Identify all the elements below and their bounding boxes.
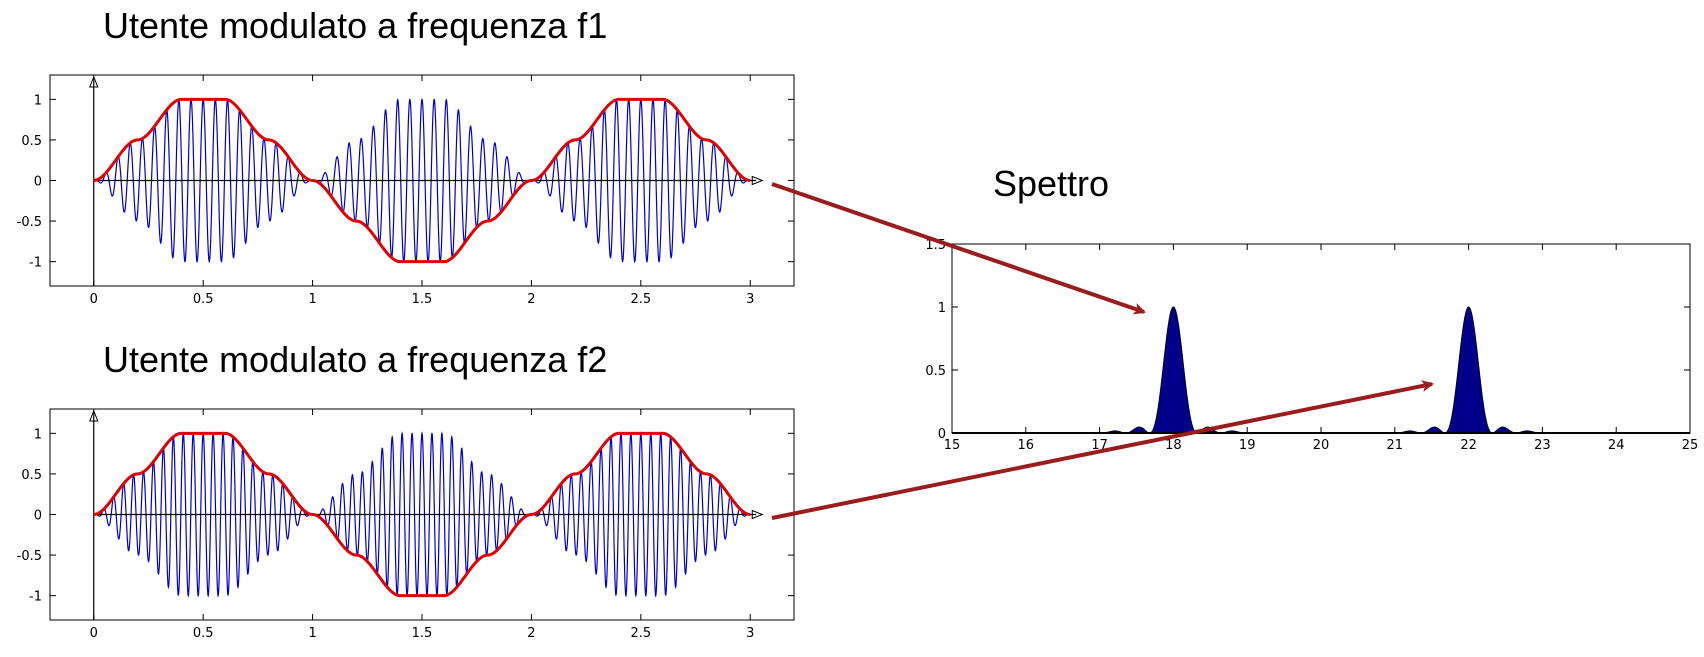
x-tick-label: 21 bbox=[1387, 438, 1404, 453]
arrow-f2-to-spectrum bbox=[771, 380, 1434, 520]
y-tick-label: 0 bbox=[34, 509, 42, 524]
x-tick-label: 2 bbox=[527, 292, 535, 307]
y-tick-label: 1 bbox=[34, 93, 42, 108]
x-tick-label: 25 bbox=[1682, 438, 1699, 453]
y-tick-label: 0 bbox=[34, 175, 42, 190]
x-tick-label: 22 bbox=[1460, 438, 1477, 453]
plot-f2: 0 0.5 1 1.5 2 2.5 3 1 0.5 0 -0.5 -1 bbox=[17, 408, 795, 641]
y-tick-label: -0.5 bbox=[17, 215, 42, 230]
y-tick-label: 0.5 bbox=[925, 364, 946, 379]
x-tick-label: 20 bbox=[1313, 438, 1330, 453]
x-tick-label: 0 bbox=[90, 626, 98, 641]
x-tick-label: 2.5 bbox=[630, 292, 651, 307]
x-tick-label: 0.5 bbox=[193, 292, 214, 307]
x-tick-label: 19 bbox=[1239, 438, 1256, 453]
x-tick-label: 2 bbox=[527, 626, 535, 641]
y-axis-arrowhead bbox=[89, 75, 99, 88]
x-axis-arrowhead bbox=[751, 509, 764, 520]
x-axis-arrowhead bbox=[751, 175, 764, 186]
plot-frame bbox=[951, 243, 1691, 434]
y-tick-label: 1 bbox=[938, 301, 946, 316]
arrow-f1-to-spectrum bbox=[771, 182, 1146, 315]
y-tick-label: -0.5 bbox=[17, 549, 42, 564]
x-tick-label: 24 bbox=[1608, 438, 1625, 453]
plot-f1: 0 0.5 1 1.5 2 2.5 3 1 0.5 0 -0.5 -1 bbox=[17, 74, 795, 307]
y-tick-label: 1 bbox=[34, 427, 42, 442]
x-tick-label: 3 bbox=[746, 292, 754, 307]
x-tick-label: 0.5 bbox=[193, 626, 214, 641]
spectrum-title: Spettro bbox=[993, 163, 1109, 204]
y-tick-label: 0.5 bbox=[21, 134, 42, 149]
y-tick-label: 0.5 bbox=[21, 468, 42, 483]
x-tick-label: 1 bbox=[308, 292, 316, 307]
x-tick-label: 15 bbox=[944, 438, 961, 453]
y-axis-arrowhead bbox=[89, 409, 99, 422]
y-tick-label: -1 bbox=[29, 590, 42, 605]
x-tick-label: 0 bbox=[90, 292, 98, 307]
chart-2-title: Utente modulato a frequenza f2 bbox=[103, 339, 607, 380]
y-tick-label: 0 bbox=[938, 427, 946, 442]
envelope-line bbox=[93, 97, 751, 264]
plot-spectrum: 15 16 17 18 19 20 21 22 23 24 251.510.50 bbox=[925, 238, 1698, 453]
x-tick-label: 2.5 bbox=[630, 626, 651, 641]
x-tick-label: 18 bbox=[1165, 438, 1182, 453]
x-tick-label: 1.5 bbox=[412, 292, 433, 307]
x-tick-label: 1.5 bbox=[412, 626, 433, 641]
envelope-line bbox=[93, 431, 751, 598]
x-tick-label: 3 bbox=[746, 626, 754, 641]
y-tick-label: -1 bbox=[29, 256, 42, 271]
x-tick-label: 16 bbox=[1018, 438, 1035, 453]
chart-1-title: Utente modulato a frequenza f1 bbox=[103, 5, 607, 46]
x-tick-label: 1 bbox=[308, 626, 316, 641]
x-tick-label: 23 bbox=[1534, 438, 1551, 453]
